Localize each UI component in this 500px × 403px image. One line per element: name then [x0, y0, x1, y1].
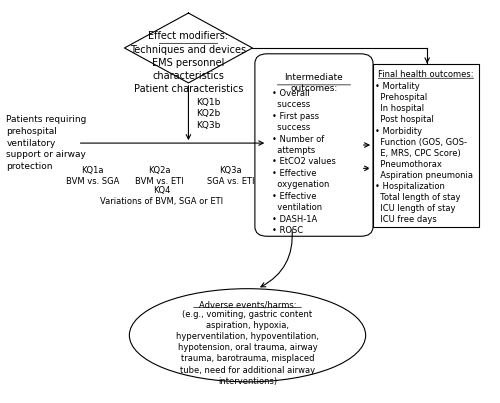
- Text: Patients requiring
prehospital
ventilatory
support or airway
protection: Patients requiring prehospital ventilato…: [6, 115, 86, 171]
- Text: Adverse events/harms:: Adverse events/harms:: [198, 300, 296, 310]
- Bar: [373, 64, 479, 226]
- Text: • Mortality
  Prehospital
  In hospital
  Post hospital
• Morbidity
  Function (: • Mortality Prehospital In hospital Post…: [376, 82, 474, 224]
- Text: Intermediate
outcomes:: Intermediate outcomes:: [284, 73, 344, 93]
- Ellipse shape: [130, 289, 366, 382]
- Text: KQ1a
BVM vs. SGA: KQ1a BVM vs. SGA: [66, 166, 119, 187]
- Text: Techniques and devices
EMS personnel
characteristics
Patient characteristics: Techniques and devices EMS personnel cha…: [130, 45, 246, 94]
- Text: KQ3a
SGA vs. ETI: KQ3a SGA vs. ETI: [206, 166, 254, 187]
- Text: Effect modifiers:: Effect modifiers:: [148, 31, 228, 41]
- FancyBboxPatch shape: [255, 54, 373, 236]
- Text: KQ2a
BVM vs. ETI: KQ2a BVM vs. ETI: [134, 166, 183, 187]
- Text: KQ1b
KQ2b
KQ3b: KQ1b KQ2b KQ3b: [196, 98, 220, 130]
- Text: (e.g., vomiting, gastric content
aspiration, hypoxia,
hyperventilation, hypovent: (e.g., vomiting, gastric content aspirat…: [176, 310, 319, 386]
- Text: Final health outcomes:: Final health outcomes:: [378, 71, 474, 79]
- Text: • Overall
  success
• First pass
  success
• Number of
  attempts
• EtCO2 values: • Overall success • First pass success •…: [272, 89, 336, 235]
- Text: KQ4
Variations of BVM, SGA or ETI: KQ4 Variations of BVM, SGA or ETI: [100, 186, 223, 206]
